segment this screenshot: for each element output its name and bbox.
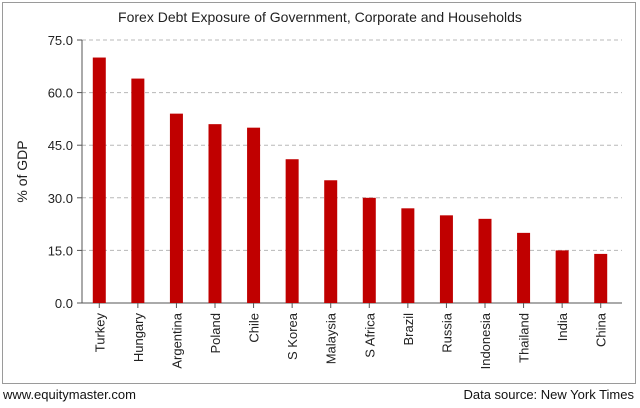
y-tick-label-2: 30.0 — [48, 191, 73, 206]
bar-s-africa — [362, 197, 376, 303]
bar-malaysia — [324, 180, 338, 303]
x-tick-label-argentina: Argentina — [169, 312, 184, 368]
x-tick-label-turkey: Turkey — [92, 313, 107, 353]
bar-thailand — [517, 232, 531, 303]
bar-hungary — [131, 78, 145, 303]
y-tick-label-4: 60.0 — [48, 86, 73, 101]
x-tick-label-russia: Russia — [439, 312, 454, 353]
x-tick-label-chile: Chile — [247, 313, 262, 343]
bar-russia — [439, 215, 453, 303]
x-tick-label-s-africa: S Africa — [362, 312, 377, 358]
bar-brazil — [401, 208, 415, 303]
bar-china — [594, 253, 608, 303]
bar-indonesia — [478, 218, 492, 303]
bar-chart: 0.0 15.0 30.0 45.0 60.0 75.0 % of GDP Turkey Hun… — [14, 33, 622, 369]
chart-frame — [2, 2, 636, 384]
x-tick-label-poland: Poland — [208, 313, 223, 353]
y-axis-label: % of GDP — [14, 140, 30, 202]
bar-poland — [208, 124, 222, 303]
source-website: www.equitymaster.com — [3, 387, 136, 402]
chart-title: Forex Debt Exposure of Government, Corpo… — [118, 9, 522, 25]
x-tick-label-s-korea: S Korea — [285, 312, 300, 360]
x-tick-label-thailand: Thailand — [517, 313, 532, 363]
x-tick-label-china: China — [594, 312, 609, 347]
bar-chile — [247, 127, 261, 304]
y-tick-label-5: 75.0 — [48, 33, 73, 48]
data-source: Data source: New York Times — [463, 387, 634, 402]
x-tick-label-malaysia: Malaysia — [324, 312, 339, 364]
bar-india — [555, 250, 569, 303]
bar-argentina — [169, 113, 183, 303]
y-tick-label-1: 15.0 — [48, 243, 73, 258]
x-tick-label-brazil: Brazil — [401, 313, 416, 346]
bar-s-korea — [285, 159, 299, 303]
y-tick-label-0: 0.0 — [55, 296, 73, 311]
x-tick-label-indonesia: Indonesia — [478, 312, 493, 369]
bar-turkey — [92, 57, 106, 304]
y-tick-label-3: 45.0 — [48, 138, 73, 153]
x-tick-label-hungary: Hungary — [131, 313, 146, 363]
x-tick-label-india: India — [555, 312, 570, 341]
